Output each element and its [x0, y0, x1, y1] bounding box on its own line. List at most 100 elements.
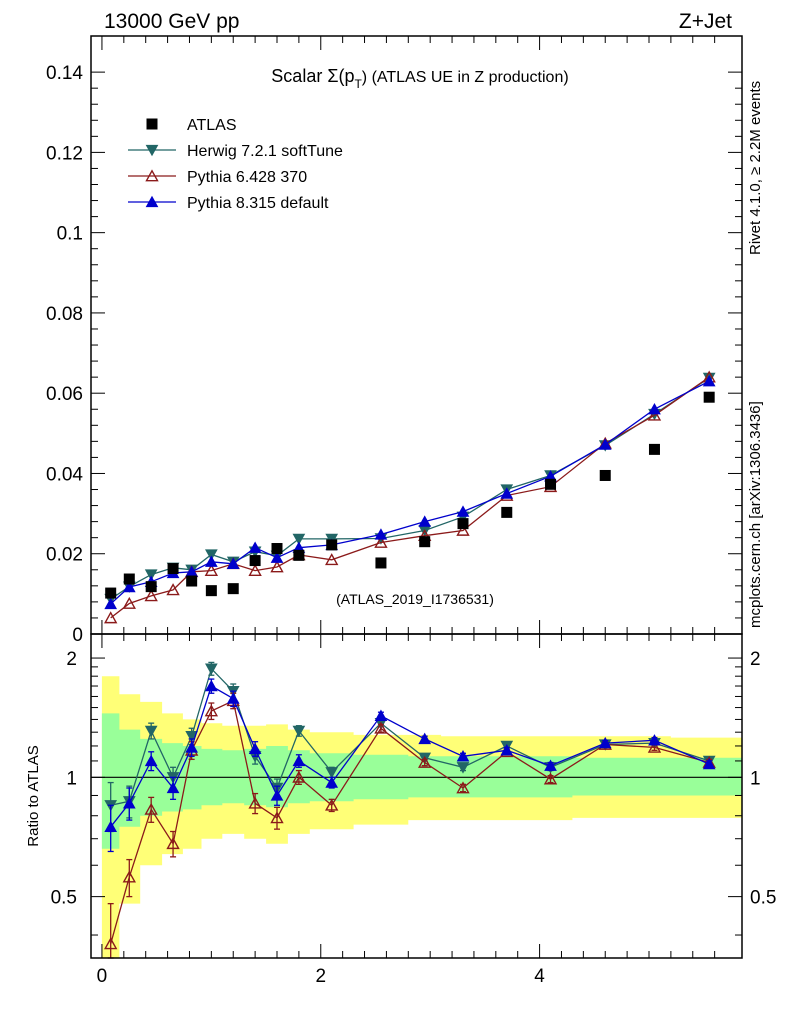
ratio-data-point [544, 759, 557, 771]
main-data-point [419, 536, 431, 548]
main-data-point [227, 583, 239, 595]
ratio-xtick-label: 4 [534, 966, 545, 987]
ratio-ytick-label: 2 [66, 649, 77, 670]
legend-marker [145, 169, 159, 182]
ratio-data-point [204, 704, 219, 717]
ratio-xtick-label: 0 [97, 966, 108, 987]
main-data-point [226, 557, 240, 569]
main-data-point [144, 589, 158, 602]
main-data-point [248, 563, 262, 576]
main-data-point [598, 438, 612, 450]
main-data-point [456, 505, 470, 517]
main-ytick-label: 0.04 [46, 464, 83, 485]
ratio-data-point [185, 731, 199, 743]
ratio-data-point [248, 742, 262, 755]
ratio-data-point [205, 679, 218, 692]
legend-label: ATLAS [187, 117, 237, 134]
ratio-data-point [292, 725, 306, 738]
rivet-label: Rivet 4.1.0, ≥ 2.2M events [747, 81, 764, 255]
main-series-0 [105, 391, 715, 599]
legend-marker [145, 144, 159, 157]
main-data-point [271, 543, 283, 555]
ratio-data-point [648, 734, 661, 746]
main-data-point [167, 563, 179, 575]
main-data-point [122, 596, 136, 609]
main-data-point [325, 553, 339, 566]
main-title-head: Scalar Σ(p [271, 66, 354, 86]
legend: ATLAS Herwig 7.2.1 softTune Pythia 6.428 3… [128, 117, 343, 212]
ratio-data-point [248, 796, 262, 809]
ratio-data-point [702, 757, 716, 770]
main-data-point [500, 487, 514, 499]
ratio-data-point [185, 741, 199, 753]
main-data-point [545, 478, 557, 490]
main-series-3 [104, 374, 716, 610]
ratio-ytick-label: 0.5 [51, 888, 77, 909]
main-data-point [205, 555, 218, 567]
ratio-data-point [166, 781, 180, 794]
main-data-point [293, 549, 305, 561]
main-data-point [456, 523, 470, 536]
main-data-point [144, 569, 158, 581]
ratio-ytick-label-right: 0.5 [750, 888, 776, 909]
main-data-point [249, 555, 261, 567]
main-data-point [375, 557, 387, 569]
ratio-data-point [374, 709, 388, 721]
legend-label: Pythia 6.428 370 [187, 169, 307, 186]
main-ytick-label: 0 [72, 625, 83, 646]
main-ytick-label: 0.02 [46, 545, 83, 566]
main-data-point [104, 611, 118, 624]
legend-item: Pythia 6.428 370 [128, 169, 307, 186]
main-data-point [104, 597, 118, 610]
legend-label: Pythia 8.315 default [187, 195, 329, 212]
watermark: (ATLAS_2019_I1736531) [336, 591, 494, 607]
ratio-data-point [325, 798, 339, 811]
main-data-point [501, 506, 513, 518]
ratio-data-point [144, 725, 158, 738]
ratio-ytick-label-right: 1 [750, 768, 761, 789]
main-title-sub: T [354, 77, 362, 91]
ratio-data-point [122, 870, 136, 883]
legend-marker [145, 195, 159, 208]
main-series-line [110, 376, 710, 619]
main-data-point [647, 408, 662, 421]
main-ytick-label: 0.14 [46, 63, 83, 84]
energy-label: 13000 GeV pp [104, 10, 239, 33]
ratio-data-point [144, 802, 158, 815]
ratio-data-point [374, 721, 388, 734]
main-series-line [110, 380, 710, 605]
main-data-point [248, 541, 262, 553]
ratio-series-2 [104, 678, 716, 853]
main-title-tail: ) (ATLAS UE in Z production) [362, 69, 569, 86]
ratio-data-point [292, 754, 306, 767]
ratio-data-point [543, 772, 558, 785]
main-data-point [648, 402, 661, 415]
main-ytick-label: 0.1 [57, 224, 83, 245]
ratio-data-point [647, 740, 662, 753]
ratio-ylabel: Ratio to ATLAS [25, 745, 42, 846]
main-title: Scalar Σ(pT) (ATLAS UE in Z production) [271, 66, 568, 91]
main-data-point [599, 469, 611, 481]
ratio-frame [90, 633, 743, 959]
ratio-data-point [104, 937, 118, 950]
main-ytick-label: 0.08 [46, 304, 83, 325]
main-ytick-label: 0.12 [46, 143, 83, 164]
main-data-point [270, 560, 284, 573]
ratio-data-point [500, 744, 514, 756]
ratio-data-point [205, 663, 218, 675]
ratio-band-outer [101, 676, 742, 958]
ratio-data-point [418, 732, 432, 745]
main-data-point [166, 583, 180, 596]
ratio-data-point [325, 767, 339, 779]
main-data-point [205, 585, 217, 597]
ratio-data-point [598, 736, 612, 749]
legend-item: Pythia 8.315 default [128, 195, 329, 212]
legend-marker [146, 118, 158, 130]
main-data-point [123, 573, 135, 585]
main-data-point [186, 575, 198, 587]
ratio-plot-panel: 0.5 0.5 1 1 2 2 0 2 4 [51, 633, 776, 987]
ratio-data-point [270, 789, 284, 801]
main-data-point [457, 518, 469, 530]
main-data-point [374, 535, 388, 548]
